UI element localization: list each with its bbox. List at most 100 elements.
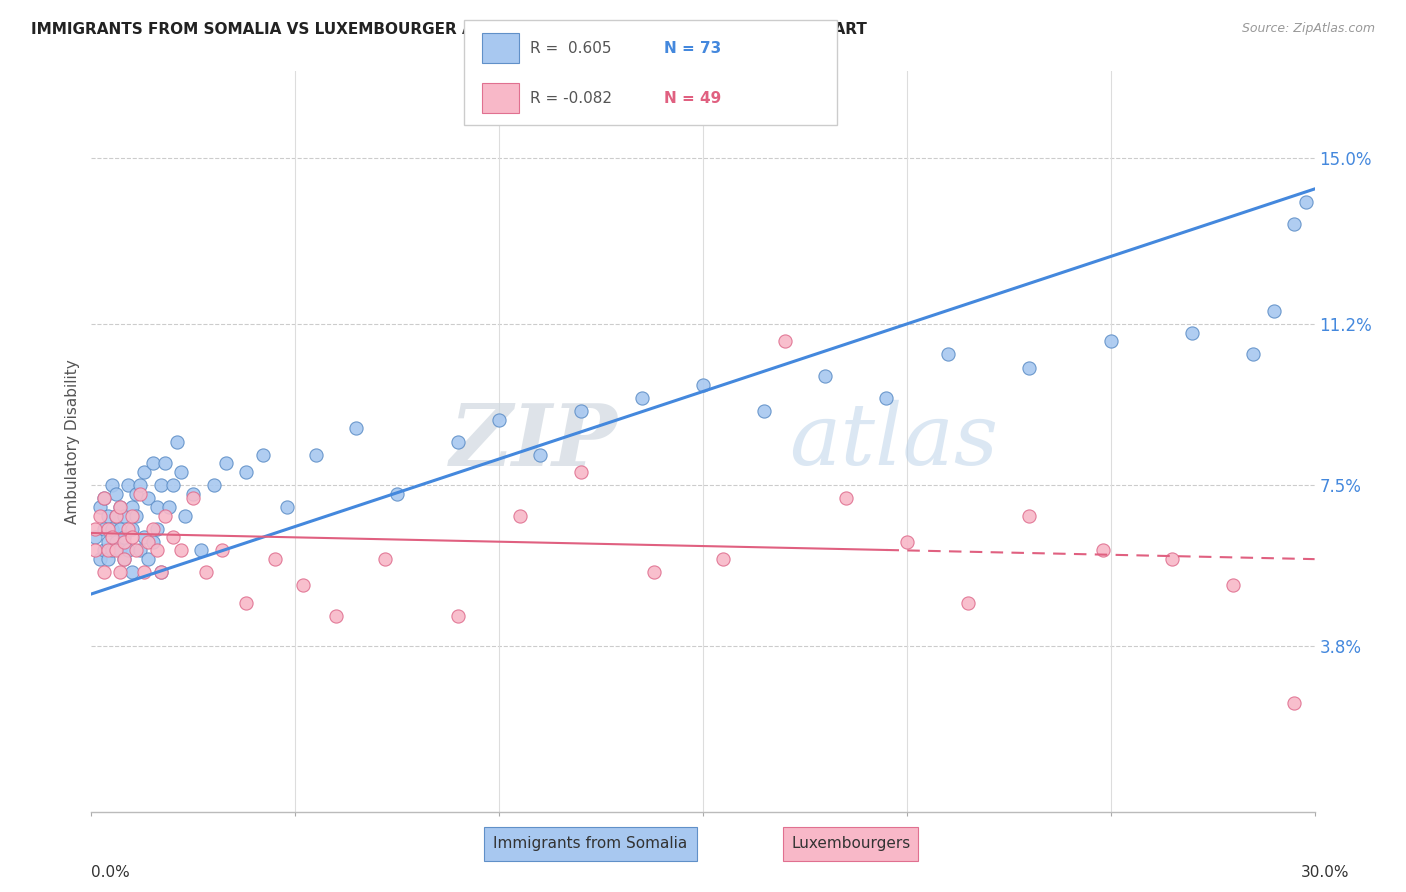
Point bbox=[166, 434, 188, 449]
Text: N = 73: N = 73 bbox=[664, 41, 721, 55]
Point bbox=[104, 487, 127, 501]
Point bbox=[101, 478, 124, 492]
Point bbox=[141, 534, 163, 549]
Point bbox=[93, 491, 115, 505]
Point bbox=[121, 500, 143, 514]
Point bbox=[1222, 578, 1244, 592]
Point bbox=[125, 487, 148, 501]
Point bbox=[93, 522, 115, 536]
Point bbox=[93, 491, 115, 505]
Point bbox=[108, 522, 131, 536]
Point bbox=[252, 448, 274, 462]
Point bbox=[97, 534, 120, 549]
Point bbox=[101, 522, 124, 536]
Point bbox=[1263, 304, 1285, 318]
Point bbox=[194, 565, 217, 579]
Y-axis label: Ambulatory Disability: Ambulatory Disability bbox=[65, 359, 80, 524]
Point bbox=[84, 543, 107, 558]
Point bbox=[112, 530, 135, 544]
Point bbox=[121, 508, 143, 523]
Point bbox=[129, 487, 152, 501]
Point bbox=[125, 543, 148, 558]
Point bbox=[145, 500, 167, 514]
Point bbox=[215, 456, 238, 470]
Point bbox=[162, 530, 184, 544]
Text: atlas: atlas bbox=[789, 401, 998, 483]
Point bbox=[692, 378, 714, 392]
Point bbox=[104, 508, 127, 523]
Text: Immigrants from Somalia: Immigrants from Somalia bbox=[494, 837, 688, 851]
Point bbox=[129, 478, 152, 492]
Point bbox=[141, 456, 163, 470]
Point bbox=[1181, 326, 1204, 340]
Point bbox=[183, 491, 205, 505]
Point bbox=[104, 534, 127, 549]
Point bbox=[112, 552, 135, 566]
Point bbox=[773, 334, 796, 349]
Text: IMMIGRANTS FROM SOMALIA VS LUXEMBOURGER AMBULATORY DISABILITY CORRELATION CHART: IMMIGRANTS FROM SOMALIA VS LUXEMBOURGER … bbox=[31, 22, 868, 37]
Point bbox=[97, 543, 120, 558]
Text: R = -0.082: R = -0.082 bbox=[530, 91, 612, 105]
Point bbox=[141, 522, 163, 536]
Point bbox=[112, 552, 135, 566]
Point bbox=[643, 565, 665, 579]
Point bbox=[529, 448, 551, 462]
Point bbox=[134, 565, 156, 579]
Point bbox=[138, 491, 160, 505]
Point bbox=[1091, 543, 1114, 558]
Point bbox=[936, 347, 959, 361]
Point bbox=[814, 369, 837, 384]
Point bbox=[1161, 552, 1184, 566]
Point bbox=[235, 596, 257, 610]
Point bbox=[569, 465, 592, 479]
Point bbox=[346, 421, 368, 435]
Point bbox=[711, 552, 734, 566]
Point bbox=[149, 478, 172, 492]
Point bbox=[488, 413, 510, 427]
Point bbox=[108, 500, 131, 514]
Point bbox=[112, 508, 135, 523]
Point bbox=[101, 530, 124, 544]
Point bbox=[84, 530, 107, 544]
Point bbox=[509, 508, 531, 523]
Point bbox=[104, 508, 127, 523]
Point bbox=[104, 543, 127, 558]
Point bbox=[447, 434, 470, 449]
Text: 30.0%: 30.0% bbox=[1302, 865, 1350, 880]
Point bbox=[97, 552, 120, 566]
Text: R =  0.605: R = 0.605 bbox=[530, 41, 612, 55]
Point bbox=[121, 530, 143, 544]
Point bbox=[121, 522, 143, 536]
Point bbox=[108, 565, 131, 579]
Point bbox=[174, 508, 197, 523]
Point bbox=[138, 552, 160, 566]
Point bbox=[1282, 696, 1305, 710]
Point bbox=[145, 522, 167, 536]
Point bbox=[153, 508, 176, 523]
Point bbox=[170, 543, 193, 558]
Point bbox=[235, 465, 257, 479]
Text: N = 49: N = 49 bbox=[664, 91, 721, 105]
Point bbox=[112, 534, 135, 549]
Point bbox=[183, 487, 205, 501]
Text: ZIP: ZIP bbox=[450, 400, 617, 483]
Point bbox=[97, 508, 120, 523]
Point bbox=[202, 478, 225, 492]
Point bbox=[108, 500, 131, 514]
Point bbox=[149, 565, 172, 579]
Point bbox=[190, 543, 212, 558]
Text: 0.0%: 0.0% bbox=[91, 865, 131, 880]
Point bbox=[631, 391, 654, 405]
Point bbox=[896, 534, 918, 549]
Point bbox=[134, 465, 156, 479]
Point bbox=[835, 491, 858, 505]
Point bbox=[754, 404, 776, 418]
Point bbox=[117, 522, 139, 536]
Point bbox=[121, 565, 143, 579]
Text: Source: ZipAtlas.com: Source: ZipAtlas.com bbox=[1241, 22, 1375, 36]
Point bbox=[153, 456, 176, 470]
Point bbox=[145, 543, 167, 558]
Point bbox=[157, 500, 180, 514]
Point bbox=[138, 534, 160, 549]
Point bbox=[1018, 508, 1040, 523]
